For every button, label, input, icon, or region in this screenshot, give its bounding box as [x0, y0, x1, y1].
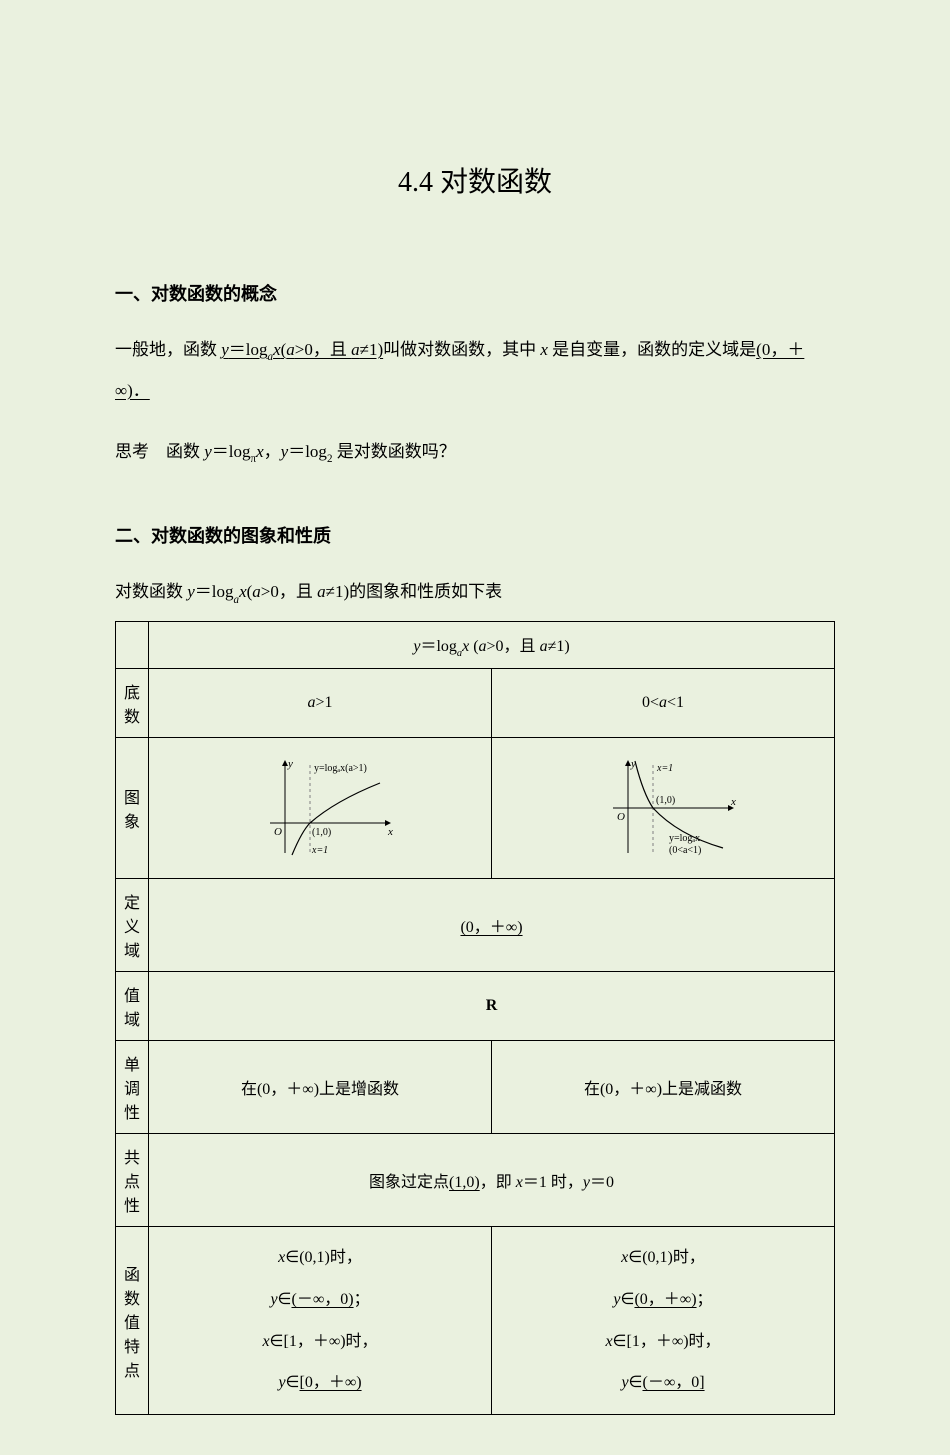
x-axis-label: x: [387, 826, 393, 838]
feat-left-l2: y∈(－∞，0)；: [157, 1279, 483, 1321]
row-feat-label: 函数值特点: [116, 1227, 149, 1414]
feat-right-l3: x∈[1，＋∞)时，: [500, 1321, 826, 1363]
curve-label-1: y=logₐx: [669, 833, 700, 844]
header-formula: y＝logax (a>0，且 a≠1): [149, 622, 835, 669]
feat-left: x∈(0,1)时， y∈(－∞，0)； x∈[1，＋∞)时， y∈[0，＋∞): [149, 1227, 492, 1414]
graph-increasing: y x O (1,0) x=1 y=logₐx(a>1): [230, 753, 410, 863]
graph-left-cell: y x O (1,0) x=1 y=logₐx(a>1): [149, 738, 492, 879]
y-axis-label: y: [630, 758, 636, 770]
think-paragraph: 思考 函数 y＝logπx，y＝log2 是对数函数吗？: [115, 432, 835, 473]
range-text: R: [486, 997, 498, 1014]
section2-intro: 对数函数 y＝logax(a>0，且 a≠1)的图象和性质如下表: [115, 572, 835, 613]
definition-paragraph: 一般地，函数 y＝logax(a>0，且 a≠1)叫做对数函数，其中 x 是自变…: [115, 330, 835, 412]
row-common-label: 共点性: [116, 1134, 149, 1227]
row-domain-label: 定义域: [116, 879, 149, 972]
y-axis-label: y: [287, 758, 293, 770]
origin-label: O: [274, 826, 282, 838]
point-label: (1,0): [312, 827, 331, 838]
domain-cell: (0，＋∞): [149, 879, 835, 972]
def-pre: 一般地，函数: [115, 340, 221, 359]
common-cell: 图象过定点(1,0)，即 x＝1 时，y＝0: [149, 1134, 835, 1227]
row-range-label: 值域: [116, 972, 149, 1041]
curve-label-2: (0<a<1): [669, 845, 701, 856]
empty-corner: [116, 622, 149, 669]
mono-left: 在(0，＋∞)上是增函数: [149, 1041, 492, 1134]
page-title: 4.4 对数函数: [115, 160, 835, 200]
page-root: 4.4 对数函数 一、对数函数的概念 一般地，函数 y＝logax(a>0，且 …: [0, 0, 950, 1455]
row-graph-label: 图象: [116, 738, 149, 879]
feat-left-l3: x∈[1，＋∞)时，: [157, 1321, 483, 1363]
range-cell: R: [149, 972, 835, 1041]
think-label: 思考: [115, 442, 166, 461]
common-pt: (1,0): [449, 1174, 480, 1191]
feat-right: x∈(0,1)时， y∈(0，＋∞)； x∈[1，＋∞)时， y∈(－∞，0]: [492, 1227, 835, 1414]
feat-right-l2: y∈(0，＋∞)；: [500, 1279, 826, 1321]
base-left: a>1: [149, 669, 492, 738]
row-base-label: 底数: [116, 669, 149, 738]
row-mono-label: 单调性: [116, 1041, 149, 1134]
properties-table: y＝logax (a>0，且 a≠1) 底数 a>1 0<a<1 图象: [115, 621, 835, 1415]
graph-decreasing: y x O (1,0) x=1 y=logₐx (0<a<1): [573, 753, 753, 863]
mono-right: 在(0，＋∞)上是减函数: [492, 1041, 835, 1134]
feat-right-l4: y∈(－∞，0]: [500, 1362, 826, 1404]
graph-right-cell: y x O (1,0) x=1 y=logₐx (0<a<1): [492, 738, 835, 879]
domain-text: (0，＋∞): [460, 919, 522, 936]
feat-left-l4: y∈[0，＋∞): [157, 1362, 483, 1404]
def-formula: y＝logax(a>0，且 a≠1): [221, 340, 383, 359]
x-axis-label: x: [730, 796, 736, 808]
common-pre: 图象过定点: [369, 1174, 449, 1191]
feat-right-l1: x∈(0,1)时，: [500, 1237, 826, 1279]
curve-label: y=logₐx(a>1): [314, 763, 367, 774]
def-post: 叫做对数函数，其中 x 是自变量，函数的定义域是: [383, 340, 756, 359]
dash-label: x=1: [311, 845, 328, 856]
common-post: ，即 x＝1 时，y＝0: [480, 1174, 614, 1191]
think-text: 函数 y＝logπx，y＝log2 是对数函数吗？: [166, 442, 456, 461]
feat-left-l1: x∈(0,1)时，: [157, 1237, 483, 1279]
point-label: (1,0): [656, 795, 675, 806]
base-right: 0<a<1: [492, 669, 835, 738]
origin-label: O: [617, 811, 625, 823]
section2-heading: 二、对数函数的图象和性质: [115, 522, 835, 548]
dash-label: x=1: [656, 763, 673, 774]
section1-heading: 一、对数函数的概念: [115, 280, 835, 306]
